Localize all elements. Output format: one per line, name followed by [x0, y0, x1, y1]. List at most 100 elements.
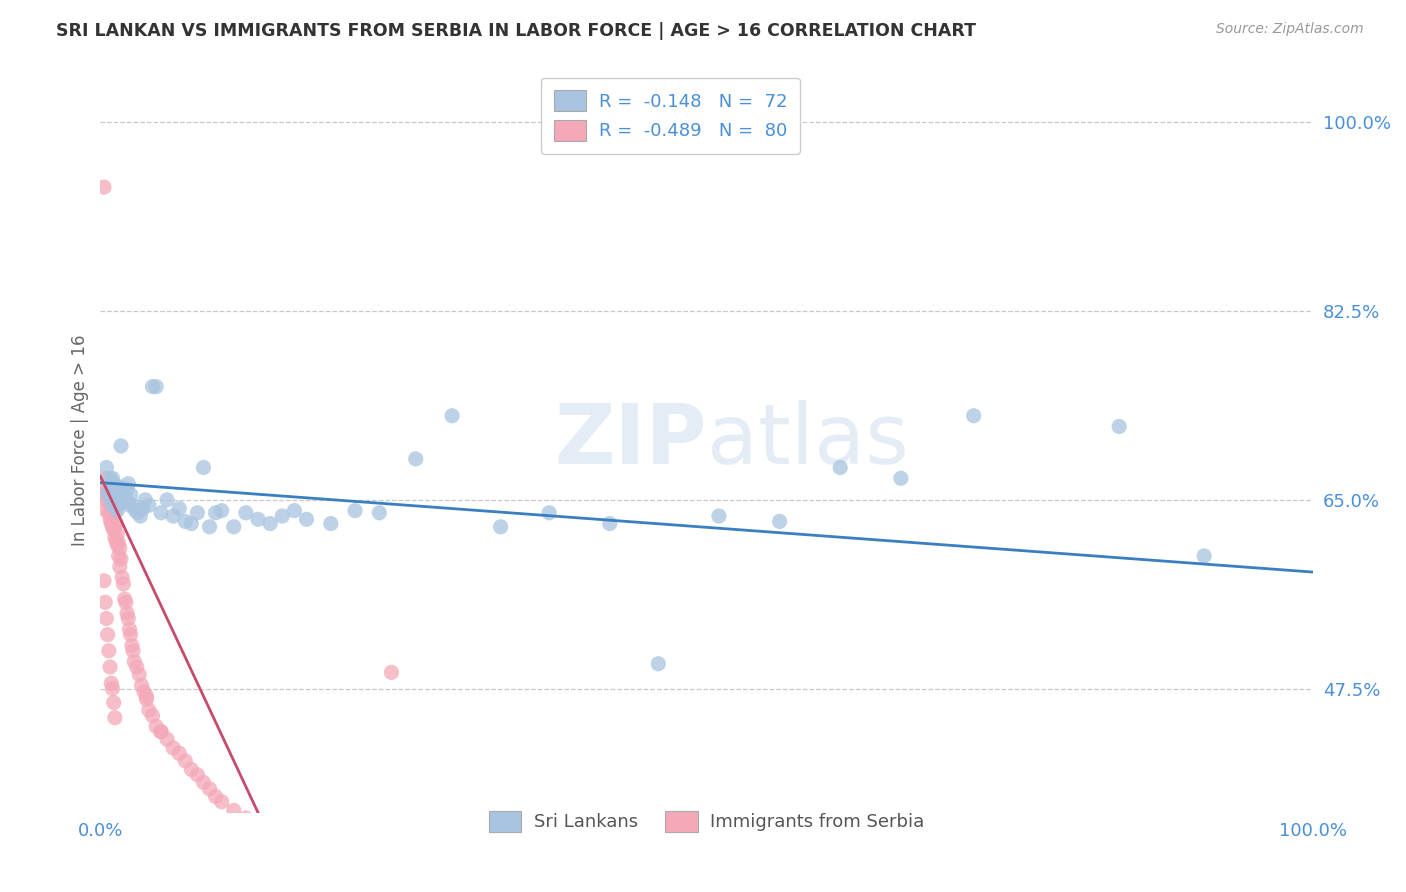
Point — [117, 611, 139, 625]
Point — [97, 482, 120, 496]
Point — [599, 516, 621, 531]
Point — [145, 719, 167, 733]
Point — [103, 487, 125, 501]
Point — [114, 595, 136, 609]
Point — [112, 577, 135, 591]
Point — [122, 498, 145, 512]
Point — [107, 536, 129, 550]
Point — [101, 482, 124, 496]
Point — [247, 512, 270, 526]
Point — [134, 492, 156, 507]
Point — [101, 487, 124, 501]
Point — [193, 775, 215, 789]
Point — [108, 559, 131, 574]
Point — [489, 520, 512, 534]
Point — [104, 492, 127, 507]
Point — [98, 498, 121, 512]
Point — [105, 538, 128, 552]
Point — [180, 763, 202, 777]
Point — [204, 789, 226, 804]
Point — [222, 804, 245, 818]
Point — [103, 476, 125, 491]
Point — [97, 487, 120, 501]
Point — [180, 516, 202, 531]
Point — [97, 644, 120, 658]
Point — [198, 520, 221, 534]
Point — [162, 509, 184, 524]
Point — [96, 611, 118, 625]
Point — [100, 503, 122, 517]
Point — [103, 523, 125, 537]
Text: ZIP: ZIP — [554, 400, 707, 481]
Point — [105, 527, 128, 541]
Point — [98, 512, 121, 526]
Point — [162, 740, 184, 755]
Point — [647, 657, 669, 671]
Point — [129, 509, 152, 524]
Point — [101, 495, 124, 509]
Point — [125, 660, 148, 674]
Point — [538, 506, 561, 520]
Point — [105, 503, 128, 517]
Point — [830, 460, 852, 475]
Point — [93, 482, 115, 496]
Point — [96, 487, 118, 501]
Point — [174, 515, 197, 529]
Point — [97, 495, 120, 509]
Point — [100, 676, 122, 690]
Point — [344, 503, 367, 517]
Point — [295, 512, 318, 526]
Point — [211, 795, 233, 809]
Point — [107, 482, 129, 496]
Point — [101, 509, 124, 524]
Point — [108, 495, 131, 509]
Point — [97, 482, 120, 496]
Point — [98, 487, 121, 501]
Point — [1108, 419, 1130, 434]
Point — [101, 520, 124, 534]
Point — [104, 482, 127, 496]
Point — [103, 501, 125, 516]
Point — [141, 379, 163, 393]
Point — [101, 498, 124, 512]
Point — [138, 703, 160, 717]
Point — [380, 665, 402, 680]
Point — [104, 520, 127, 534]
Point — [707, 509, 730, 524]
Point — [101, 506, 124, 520]
Point — [120, 487, 142, 501]
Point — [319, 516, 342, 531]
Point — [1192, 549, 1215, 563]
Point — [235, 506, 257, 520]
Point — [127, 506, 149, 520]
Point — [105, 516, 128, 531]
Point — [122, 644, 145, 658]
Point — [132, 685, 155, 699]
Point — [132, 501, 155, 516]
Point — [167, 746, 190, 760]
Point — [98, 660, 121, 674]
Point — [110, 552, 132, 566]
Point — [128, 667, 150, 681]
Point — [108, 541, 131, 556]
Point — [441, 409, 464, 423]
Point — [174, 754, 197, 768]
Point — [186, 768, 208, 782]
Point — [211, 503, 233, 517]
Point — [93, 180, 115, 194]
Point — [141, 708, 163, 723]
Point — [94, 595, 117, 609]
Point — [105, 533, 128, 548]
Point — [124, 503, 146, 517]
Point — [94, 492, 117, 507]
Point — [114, 592, 136, 607]
Point — [112, 482, 135, 496]
Point — [167, 501, 190, 516]
Point — [114, 495, 136, 509]
Point — [98, 471, 121, 485]
Point — [138, 498, 160, 512]
Point — [198, 781, 221, 796]
Point — [105, 484, 128, 499]
Point — [145, 379, 167, 393]
Point — [222, 520, 245, 534]
